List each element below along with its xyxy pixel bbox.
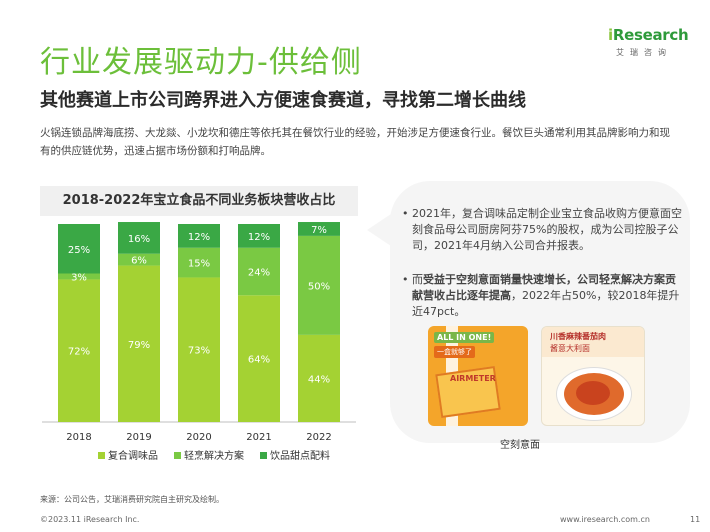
pasta-sauce [576,381,610,405]
bullet-dot: • [402,273,409,286]
data-label-2020-1: 73% [188,346,210,357]
data-label-2021-2: 24% [248,268,270,279]
footer-url: www.iresearch.com.cn [560,515,650,524]
pasta-header-line2: 酱意大利面 [550,344,590,353]
package-tag: ALL IN ONE! [434,332,495,343]
chart-plot: 72% 3% 25% 2018 79% 6% 16% 2019 73% 15% 12% 2020 64%… [42,222,356,462]
x-tick-label: 2022 [306,432,331,443]
legend-swatch-1 [98,452,105,459]
bar-segment-2021-2 [238,247,280,296]
legend-swatch-3 [260,452,267,459]
package-brand: AIRMETER [450,374,496,383]
bar-segment-2019-3 [118,222,160,254]
bar-segment-2022-2 [298,235,340,335]
x-tick-label: 2021 [246,432,271,443]
bar-segment-2018-2 [58,273,100,280]
page-title: 行业发展驱动力-供给侧 [40,45,362,80]
x-tick-label: 2019 [126,432,151,443]
product-image-pasta: 川香麻辣番茄肉 酱意大利面 [541,326,645,426]
package-tag-cn: 一盒就够了 [434,346,475,358]
bar-segment-2019-1 [118,265,160,422]
pasta-header-line1: 川香麻辣番茄肉 [550,332,606,341]
chart-title: 2018-2022年宝立食品不同业务板块营收占比 [40,186,358,216]
legend-label-1: 复合调味品 [108,449,158,462]
page-subtitle: 其他赛道上市公司跨界进入方便速食赛道，寻找第二增长曲线 [40,90,526,111]
data-label-2020-3: 12% [188,232,210,243]
source-note: 来源：公司公告，艾瑞消费研究院自主研究及绘制。 [40,495,224,504]
bar-segment-2021-1 [238,295,280,422]
note-bullet-2-prefix: 而 [412,273,423,286]
pasta-header [542,327,644,357]
data-label-2018-3: 25% [68,245,90,256]
note-bullet-1-text: 2021年，复合调味品定制企业宝立食品收购方便意面空刻食品母公司厨房阿芬75%的… [412,207,682,252]
data-label-2022-2: 50% [308,281,330,292]
bar-segment-2020-2 [178,247,220,278]
data-label-2022-1: 44% [308,374,330,385]
bar-segment-2020-1 [178,277,220,422]
x-tick-label: 2018 [66,432,91,443]
logo-i: i [608,26,613,44]
legend-label-2: 轻烹解决方案 [184,449,244,462]
x-tick-label: 2020 [186,432,211,443]
note-bullet-1: • 2021年，复合调味品定制企业宝立食品收购方便意面空刻食品母公司厨房阿芬75… [402,206,682,254]
product-caption: 空刻意面 [500,440,540,451]
data-label-2019-1: 79% [128,340,150,351]
bar-segment-2020-3 [178,224,220,248]
data-label-2020-2: 15% [188,259,210,270]
data-label-2021-3: 12% [248,232,270,243]
bar-segment-2021-3 [238,224,280,248]
bar-segment-2022-3 [298,222,340,236]
logo-cn-text: 艾瑞咨询 [616,48,672,57]
iresearch-logo: iResearch 艾瑞咨询 [608,22,690,62]
bullet-dot: • [402,207,409,220]
stacked-bar-chart: 2018-2022年宝立食品不同业务板块营收占比 72% 3% 25% 2018 79%… [40,186,358,468]
bar-segment-2018-1 [58,279,100,422]
data-label-2019-3: 16% [128,234,150,245]
bar-segment-2018-3 [58,224,100,274]
bar-segment-2022-1 [298,334,340,422]
note-bullet-2-bold: 受益于空刻意面销量快速增长，公司轻烹解决方案贡献营收占比逐年提高 [412,273,676,302]
intro-paragraph: 火锅连锁品牌海底捞、大龙燚、小龙坎和德庄等依托其在餐饮行业的经验，开始涉足方便速… [40,127,670,157]
data-label-2019-2: 6% [131,256,147,267]
data-label-2018-2: 3% [71,272,87,283]
note-bullet-2-rest: ，2022年占50%，较2018年提升近47pct。 [412,289,680,318]
bar-segment-2019-2 [118,253,160,266]
logo-wordmark: iResearch [608,26,689,44]
legend-label-3: 饮品甜点配料 [270,449,330,462]
logo-research: Research [612,26,689,44]
callout-pointer [367,214,391,246]
legend-swatch-2 [174,452,181,459]
data-label-2021-1: 64% [248,355,270,366]
product-image-boxes: ALL IN ONE! 一盒就够了 AIRMETER [428,326,528,426]
page-number: 11 [690,515,701,524]
note-bullet-2: • 而受益于空刻意面销量快速增长，公司轻烹解决方案贡献营收占比逐年提高，2022… [402,272,682,320]
footer-copyright: ©2023.11 iResearch Inc. [40,515,140,524]
data-label-2022-3: 7% [311,225,327,236]
data-label-2018-1: 72% [68,347,90,358]
